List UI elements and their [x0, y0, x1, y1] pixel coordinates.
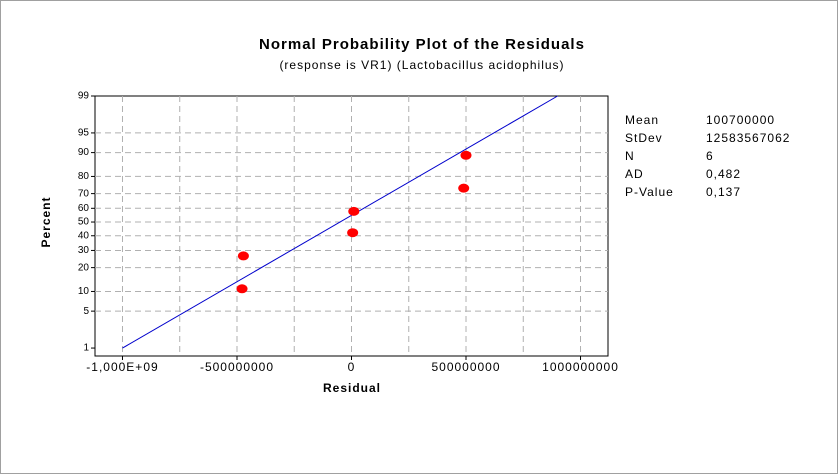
point: [348, 206, 360, 216]
stat-label: StDev: [625, 131, 663, 145]
y-tick-label: 80: [78, 171, 90, 182]
stat-value: 6: [706, 149, 714, 163]
y-tick-label: 60: [78, 203, 90, 214]
x-tick-label: -500000000: [200, 360, 274, 374]
stat-label: P-Value: [625, 185, 674, 199]
fit-line: [122, 95, 558, 349]
x-tick-label: 0: [348, 360, 356, 374]
point: [237, 251, 249, 261]
chart-subtitle: (response is VR1) (Lactobacillus acidoph…: [279, 58, 564, 72]
y-tick-label: 95: [78, 128, 90, 139]
y-axis-label: Percent: [39, 196, 53, 247]
y-tick-label: 20: [78, 262, 90, 273]
point: [236, 284, 248, 294]
x-tick-label: -1,000E+09: [86, 360, 158, 374]
x-tick-label: 1000000000: [542, 360, 619, 374]
x-axis-label: Residual: [323, 381, 381, 395]
point: [347, 228, 359, 238]
stat-value: 0,482: [706, 167, 741, 181]
y-tick-label: 1: [83, 343, 89, 354]
stat-value: 0,137: [706, 185, 741, 199]
y-tick-label: 5: [83, 306, 89, 317]
point: [460, 150, 472, 160]
stat-value: 12583567062: [706, 131, 790, 145]
y-tick-label: 40: [78, 230, 90, 241]
stat-label: Mean: [625, 113, 659, 127]
x-tick-label: 500000000: [431, 360, 500, 374]
y-tick-label: 30: [78, 245, 90, 256]
y-tick-label: 70: [78, 188, 90, 199]
point: [458, 183, 470, 193]
stat-value: 100700000: [706, 113, 775, 127]
stat-label: AD: [625, 167, 644, 181]
stat-label: N: [625, 149, 635, 163]
y-tick-label: 10: [78, 286, 90, 297]
y-tick-label: 99: [78, 91, 90, 102]
y-tick-label: 90: [78, 147, 90, 158]
chart-title: Normal Probability Plot of the Residuals: [259, 36, 585, 53]
y-tick-label: 50: [78, 217, 90, 228]
